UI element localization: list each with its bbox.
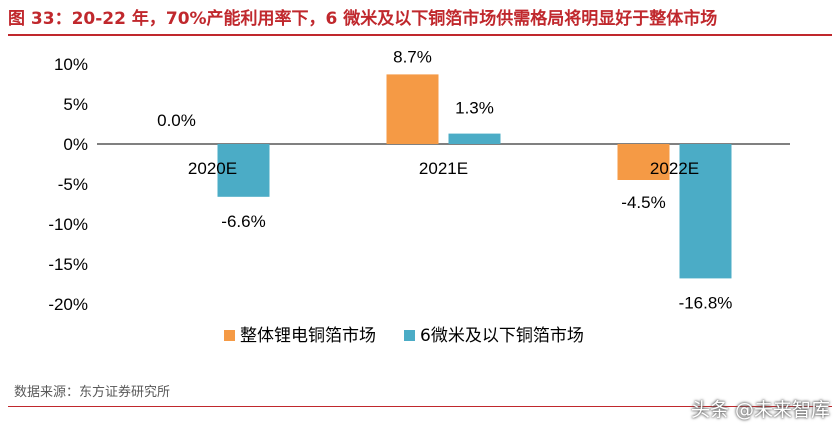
legend-swatch-2 [404,330,415,341]
footer-divider [8,406,832,407]
category-labels-group: 2020E 2021E 2022E [188,159,699,178]
bars-group [217,74,732,279]
y-tick-label: -10% [48,215,88,234]
y-tick-label: -5% [58,175,88,194]
data-label: 1.3% [455,99,494,118]
category-label-2022E: 2022E [650,159,699,178]
data-label: -4.5% [621,193,665,212]
title-divider [8,34,832,36]
bar-sub6um-market-2022E [679,144,732,279]
category-label-2021E: 2021E [419,159,468,178]
watermark: 头条 @未来智库 [690,399,830,421]
y-tick-label: -20% [48,295,88,314]
source-note: 数据来源：东方证券研究所 [14,385,171,400]
data-label: 0.0% [157,111,196,130]
y-tick-label: 0% [63,135,88,154]
figure-title: 图 33：20-22 年，70%产能利用率下，6 微米及以下铜箔市场供需格局将明… [8,9,718,29]
bar-chart: 10% 5% 0% -5% -10% -15% -20% 0.0% -6.6% 8.7% 1.3%… [48,47,790,346]
legend-swatch-1 [224,330,235,341]
y-tick-label: -15% [48,255,88,274]
data-label: -6.6% [221,212,265,231]
bar-sub6um-market-2021E [448,133,501,144]
y-tick-label: 5% [63,95,88,114]
bar-total-market-2021E [386,74,439,144]
data-label: 8.7% [393,47,432,66]
y-axis: 10% 5% 0% -5% -10% -15% -20% [48,55,88,314]
y-tick-label: 10% [54,55,88,74]
legend-label-1: 整体锂电铜箔市场 [240,326,376,346]
data-label: -16.8% [679,293,733,312]
data-labels-group: 0.0% -6.6% 8.7% 1.3% -4.5% -16.8% [157,47,732,312]
bar-total-market-2022E [617,144,670,180]
bar-sub6um-market-2020E [217,144,270,197]
legend-label-2: 6微米及以下铜箔市场 [420,326,584,346]
legend: 整体锂电铜箔市场 6微米及以下铜箔市场 [224,326,584,346]
category-label-2020E: 2020E [188,159,237,178]
